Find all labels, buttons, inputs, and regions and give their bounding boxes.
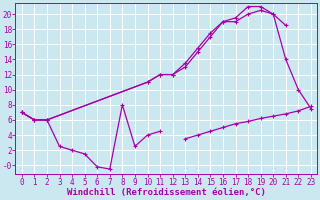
X-axis label: Windchill (Refroidissement éolien,°C): Windchill (Refroidissement éolien,°C) (67, 188, 266, 197)
